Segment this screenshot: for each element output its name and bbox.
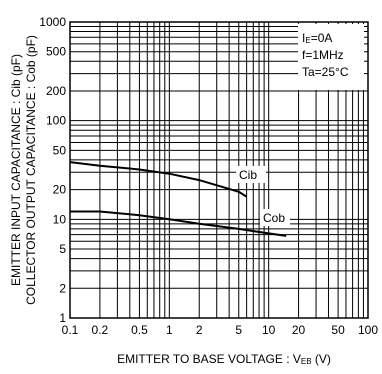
y-tick-label: 1 [59, 311, 66, 325]
y-axis-label-output: COLLECTOR OUTPUT CAPACITANCE : Cob (pF) [24, 35, 38, 305]
cib-label-background [236, 166, 266, 183]
condition-line: Ta=25°C [302, 65, 349, 79]
conditions-box-background [298, 24, 364, 90]
y-tick-label: 5 [59, 242, 66, 256]
x-tick-label: 20 [292, 323, 306, 337]
curves [69, 161, 287, 237]
x-axis-label-main: EMITTER TO BASE VOLTAGE : V [117, 352, 301, 366]
y-tick-label: 200 [46, 84, 66, 98]
plot-frame [69, 21, 369, 319]
y-tick-label: 1000 [39, 15, 66, 29]
y-tick-label: 20 [53, 183, 67, 197]
conditions-box: IE=0A f=1MHz Ta=25°C [298, 24, 364, 90]
cob-label-background [260, 209, 290, 226]
y-tick-labels: 1 2 5 10 20 50 100 200 500 1000 [39, 15, 66, 325]
x-tick-label: 100 [358, 323, 378, 337]
y-tick-label: 50 [53, 143, 67, 157]
x-tick-labels: 0.1 0.2 0.5 1 2 5 10 20 50 100 [62, 323, 379, 337]
series-line-cib [69, 161, 248, 198]
y-tick-label: 2 [59, 281, 66, 295]
x-tick-label: 50 [331, 323, 345, 337]
x-tick-label: 0.5 [131, 323, 148, 337]
y-tick-label: 10 [53, 212, 67, 226]
series-line-cob [70, 210, 287, 237]
x-tick-label: 2 [196, 323, 203, 337]
x-axis-label: EMITTER TO BASE VOLTAGE : VEB (V) [117, 352, 331, 366]
x-tick-label: 0.1 [62, 323, 79, 337]
y-axis-label-input: EMITTER INPUT CAPACITANCE : Cib (pF) [9, 54, 23, 286]
x-axis-label-unit: (V) [312, 352, 331, 366]
condition-line: IE=0A [302, 31, 332, 45]
series-label-cob: Cob [263, 211, 285, 225]
y-tick-label: 100 [46, 114, 66, 128]
series-label-cib: Cib [239, 168, 257, 182]
x-tick-label: 0.2 [92, 323, 109, 337]
condition-line: f=1MHz [302, 48, 344, 62]
x-tick-label: 10 [262, 323, 276, 337]
x-tick-label: 1 [166, 323, 173, 337]
x-axis-label-subscript: EB [301, 357, 312, 366]
y-tick-label: 500 [46, 45, 66, 59]
x-tick-label: 5 [235, 323, 242, 337]
